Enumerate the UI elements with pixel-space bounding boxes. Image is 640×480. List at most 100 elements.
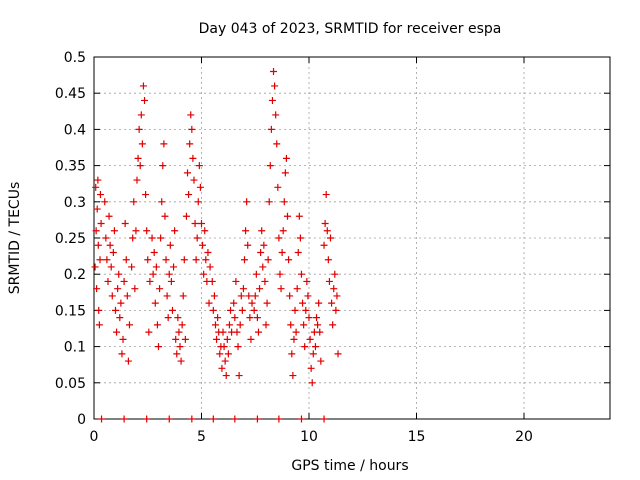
data-point	[313, 314, 321, 322]
data-point	[130, 198, 138, 206]
data-point	[106, 241, 114, 249]
data-point	[149, 270, 157, 278]
data-point	[95, 306, 103, 314]
data-point	[115, 270, 123, 278]
data-point	[244, 241, 252, 249]
y-tick-label: 0.45	[55, 86, 86, 102]
y-tick-label: 0.05	[55, 376, 86, 392]
data-point	[173, 350, 181, 358]
data-point	[142, 191, 150, 199]
data-point	[305, 314, 313, 322]
data-point	[133, 176, 141, 184]
data-point	[247, 335, 255, 343]
data-point	[271, 82, 279, 90]
data-point	[202, 256, 210, 264]
data-point	[153, 321, 161, 329]
data-point	[164, 314, 172, 322]
data-point	[293, 285, 301, 293]
data-point	[220, 343, 228, 351]
data-point	[114, 285, 122, 293]
data-point	[253, 314, 261, 322]
data-point	[132, 227, 140, 235]
data-point	[304, 292, 312, 300]
data-point	[300, 321, 308, 329]
data-point	[332, 306, 340, 314]
data-point	[105, 212, 113, 220]
data-point	[238, 306, 246, 314]
data-point	[96, 191, 104, 199]
data-point	[281, 169, 289, 177]
data-point	[234, 343, 242, 351]
data-point	[123, 292, 131, 300]
baseline-point	[98, 415, 106, 423]
data-point	[201, 227, 209, 235]
data-point	[292, 328, 300, 336]
y-tick-label: 0.25	[55, 231, 86, 247]
y-tick-label: 0.5	[64, 50, 86, 66]
data-point	[150, 248, 158, 256]
data-point	[136, 162, 144, 170]
data-point	[314, 321, 322, 329]
baseline-point	[165, 415, 173, 423]
data-point	[295, 212, 303, 220]
data-point	[171, 227, 179, 235]
data-point	[170, 263, 178, 271]
data-point	[302, 306, 310, 314]
data-point	[145, 328, 153, 336]
data-point	[214, 314, 222, 322]
data-point	[134, 154, 142, 162]
data-point	[138, 140, 146, 148]
data-point	[189, 154, 197, 162]
data-point	[323, 227, 331, 235]
data-point	[113, 328, 121, 336]
data-point	[265, 198, 273, 206]
data-point	[272, 111, 280, 119]
data-point	[92, 227, 100, 235]
data-point	[239, 285, 247, 293]
data-point	[131, 285, 139, 293]
data-point	[124, 357, 132, 365]
data-point	[205, 299, 213, 307]
data-point	[206, 263, 214, 271]
x-tick-label: 10	[300, 429, 318, 445]
data-point	[177, 357, 185, 365]
data-point	[94, 241, 102, 249]
data-point	[101, 198, 109, 206]
data-point	[188, 125, 196, 133]
data-point	[94, 176, 102, 184]
data-point	[135, 125, 143, 133]
data-point	[181, 335, 189, 343]
data-point	[168, 306, 176, 314]
data-point	[210, 292, 218, 300]
data-point	[278, 248, 286, 256]
data-point	[112, 306, 119, 314]
data-point	[204, 248, 212, 256]
data-point	[334, 350, 342, 358]
data-point	[163, 292, 171, 300]
data-point	[208, 277, 216, 285]
data-point	[227, 306, 235, 314]
data-point	[284, 212, 291, 220]
data-point	[184, 169, 192, 177]
data-point	[248, 299, 256, 307]
data-point	[96, 256, 104, 264]
y-tick-label: 0.1	[64, 340, 86, 356]
data-point	[103, 256, 111, 264]
x-axis-label: GPS time / hours	[291, 458, 408, 474]
data-point	[285, 256, 293, 264]
data-point	[330, 285, 338, 293]
data-point	[230, 299, 238, 307]
y-tick-label: 0.4	[64, 122, 86, 138]
data-point	[258, 227, 266, 235]
data-point	[200, 270, 208, 278]
data-point	[329, 321, 337, 329]
data-point	[104, 277, 112, 285]
data-point	[139, 82, 147, 90]
data-point	[224, 350, 232, 358]
data-point	[176, 343, 184, 351]
data-point	[156, 285, 164, 293]
data-point	[219, 328, 227, 336]
data-point	[185, 191, 193, 199]
data-point	[178, 321, 186, 329]
